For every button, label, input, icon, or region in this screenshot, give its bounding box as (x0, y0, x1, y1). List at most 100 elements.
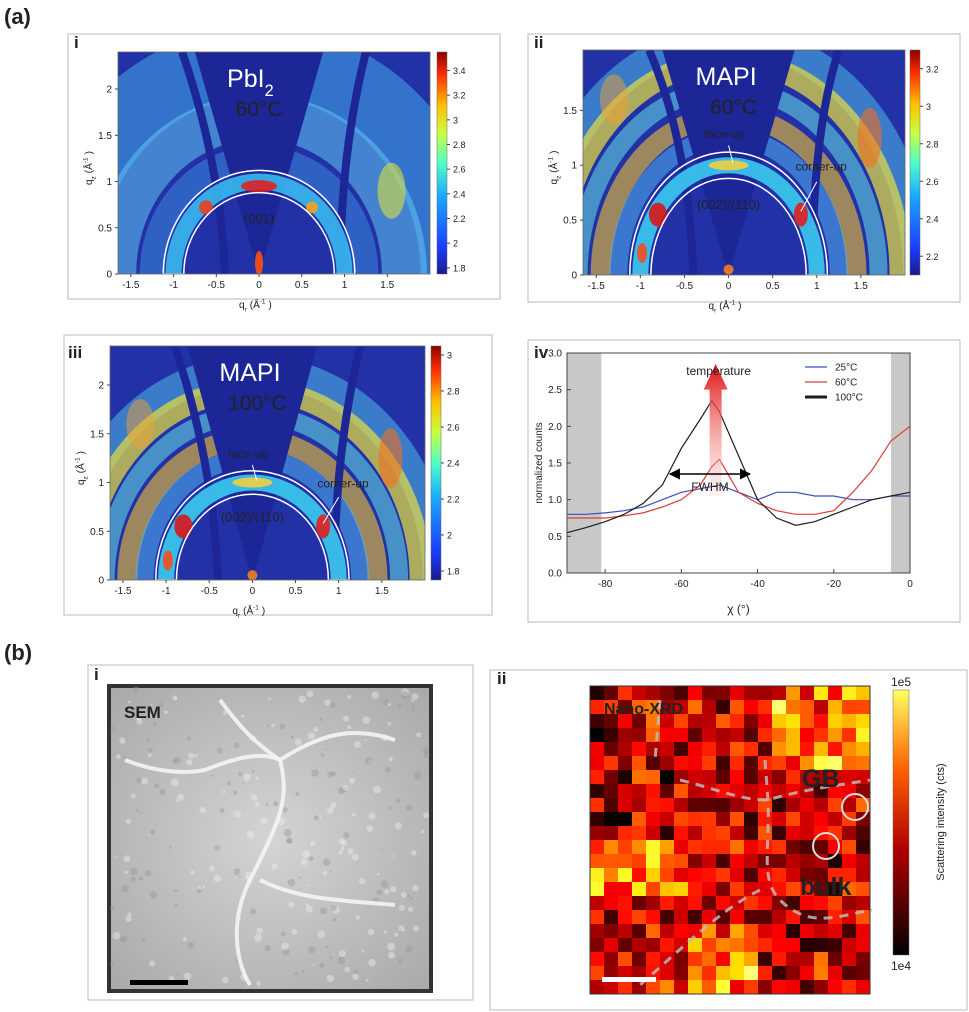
sem-texture (199, 806, 207, 814)
xrd-pixel (800, 868, 815, 883)
sem-texture (384, 889, 390, 895)
xrd-pixel (730, 812, 745, 827)
xrd-pixel (660, 742, 675, 757)
text-part: r (245, 307, 248, 314)
sem-texture (372, 785, 381, 794)
x-tick-label: -1.5 (114, 586, 132, 597)
xrd-pixel (632, 770, 647, 785)
x-tick-label: -1.5 (588, 281, 606, 292)
xrd-pixel (828, 686, 843, 701)
y-tick-label: 3.0 (548, 349, 562, 360)
y-tick-label: 1 (571, 161, 577, 172)
sem-texture (133, 686, 139, 693)
sem-texture (149, 890, 157, 899)
sem-texture (400, 891, 407, 898)
xrd-pixel (702, 952, 717, 967)
xrd-pixel (772, 952, 787, 967)
xrd-pixel (772, 924, 787, 939)
xrd-pixel (590, 700, 605, 715)
xrd-pixel (842, 952, 857, 967)
xrd-pixel (618, 770, 633, 785)
sem-texture (149, 714, 152, 717)
sem-texture (123, 855, 131, 863)
xrd-pixel (604, 770, 619, 785)
sem-texture (176, 793, 185, 802)
xrd-pixel (618, 756, 633, 771)
sem-texture (146, 738, 150, 742)
sem-texture (422, 747, 429, 754)
sem-texture (246, 830, 255, 839)
sem-texture (222, 976, 229, 984)
xrd-pixel (618, 924, 633, 939)
colorbar-tick-label: 2.2 (447, 495, 460, 505)
x-tick-label: -60 (674, 579, 689, 590)
hot-spot (708, 160, 749, 171)
xrd-pixel (618, 952, 633, 967)
legend-label: 100°C (835, 393, 863, 404)
text-part: MAPI (696, 63, 757, 91)
temperature-label: 60°C (236, 98, 283, 121)
sem-texture (158, 702, 164, 708)
xrd-pixel (856, 728, 871, 743)
xrd-pixel (646, 770, 661, 785)
figure-label: (a) (4, 4, 31, 29)
sem-texture (319, 907, 327, 915)
xrd-pixel (618, 742, 633, 757)
xrd-pixel (646, 756, 661, 771)
sem-texture (138, 810, 142, 814)
sem-texture (130, 867, 138, 876)
xrd-pixel (744, 784, 759, 799)
plot-border (117, 51, 431, 275)
xrd-pixel (800, 756, 815, 771)
xrd-pixel (618, 896, 633, 911)
y-axis-label: qz (Å-1) (74, 451, 90, 485)
sem-texture (411, 693, 419, 700)
xrd-pixel (730, 882, 745, 897)
sem-texture (407, 894, 410, 898)
x-tick-label: 0.5 (295, 280, 309, 291)
detector-gap (178, 52, 229, 274)
xrd-pixel (590, 784, 605, 799)
panel-label: ii (534, 33, 543, 52)
y-tick-label: 1 (106, 177, 112, 188)
xrd-pixel (772, 798, 787, 813)
xrd-pixel (828, 938, 843, 953)
x-tick-label: -1 (169, 280, 178, 291)
sem-texture (343, 715, 350, 722)
xrd-pixel (786, 868, 801, 883)
text-part: (Å (74, 463, 87, 473)
xrd-pixel (660, 924, 675, 939)
xrd-pixel (800, 980, 815, 995)
sem-texture (141, 777, 149, 785)
xrd-pixel (772, 826, 787, 841)
colorbar-tick-label: 2.8 (926, 139, 939, 149)
sem-texture (127, 912, 132, 917)
xrd-pixel (702, 700, 717, 715)
hot-spot (857, 107, 882, 168)
xrd-pixel (814, 868, 829, 883)
xrd-pixel (688, 742, 703, 757)
xrd-pixel (646, 798, 661, 813)
xrd-pixel (730, 756, 745, 771)
y-tick-label: 0.5 (563, 216, 577, 227)
sem-texture (338, 956, 346, 965)
xrd-pixel (758, 714, 773, 729)
sem-texture (271, 863, 278, 870)
xrd-pixel (800, 882, 815, 897)
colorbar-bottom-label: 1e4 (891, 959, 911, 973)
xrd-pixel (758, 938, 773, 953)
sem-texture (349, 777, 356, 784)
hot-spot (316, 514, 331, 539)
x-tick-label: -0.5 (208, 280, 226, 291)
xrd-pixel (842, 924, 857, 939)
xrd-pixel (716, 686, 731, 701)
xrd-pixel (800, 798, 815, 813)
xrd-pixel (674, 910, 689, 925)
sem-texture (124, 870, 129, 875)
text-part: -1 (83, 157, 90, 163)
legend-label: 25°C (835, 363, 857, 374)
xrd-pixel (590, 742, 605, 757)
xrd-pixel (618, 784, 633, 799)
missing-wedge (187, 346, 318, 576)
xrd-pixel (674, 952, 689, 967)
